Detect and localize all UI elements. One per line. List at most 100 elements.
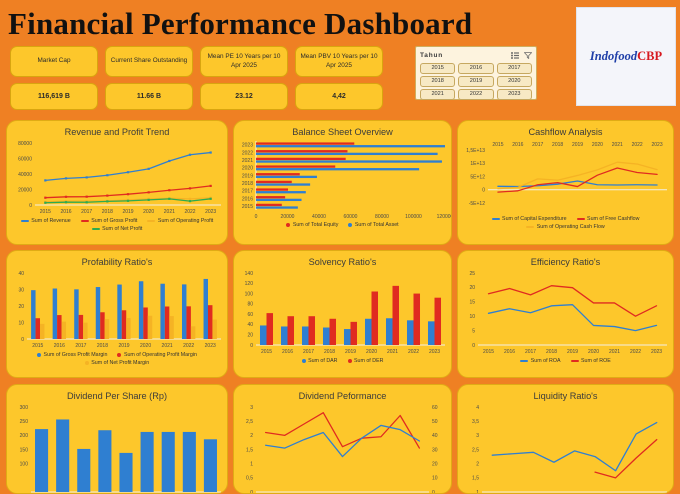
svg-text:1E+13: 1E+13 (470, 161, 485, 167)
svg-text:25: 25 (469, 271, 475, 277)
multi-select-icon[interactable] (511, 51, 519, 59)
svg-text:2016: 2016 (282, 349, 293, 355)
chart-plot-area: 0 20000 40000 60000 80000 2015 2016 2017 2018 201… (7, 138, 227, 218)
kpi-card-mean-pe[interactable]: Mean PE 10 Years per 10 Apr 2025 23.12 (200, 46, 288, 110)
legend-swatch (570, 360, 579, 362)
slicer-year-2015[interactable]: 2015 (420, 63, 456, 74)
slicer-year-2017[interactable]: 2017 (496, 63, 532, 74)
svg-text:5: 5 (472, 328, 475, 334)
slicer-year-2019[interactable]: 2019 (458, 76, 494, 87)
chart-panel-dividend-performance[interactable]: Dividend Peformance 0 0,5 1 1,5 2 2,5 3 0 10 20 30… (233, 384, 452, 494)
legend-label: Sum of Operating Cash Flow (536, 224, 605, 230)
svg-text:150: 150 (20, 447, 29, 453)
legend-label: Sum of ROA (530, 358, 561, 364)
svg-text:1: 1 (476, 490, 479, 494)
svg-text:20000: 20000 (281, 214, 295, 220)
legend-item: Sum of Revenue (20, 218, 71, 224)
legend-label: Sum of Net Profit (102, 226, 143, 232)
chart-panel-dividend-per-share[interactable]: Dividend Per Share (Rp) 1001502002503002… (6, 384, 228, 494)
svg-text:2019: 2019 (345, 349, 356, 355)
chart-title: Efficiency Ratio's (530, 257, 601, 267)
legend-label: Sum of DAR (308, 358, 338, 364)
legend-label: Sum of Total Equity (292, 222, 339, 228)
chart-panel-efficiency-ratios[interactable]: Efficiency Ratio's 0 5 10 15 20 25 2015 2016 201… (457, 250, 674, 378)
chart-panel-liquidity-ratios[interactable]: Liquidity Ratio's 11,522,533,54201520162… (457, 384, 674, 494)
svg-text:-5E+12: -5E+12 (469, 201, 485, 207)
chart-panel-solvency-ratios[interactable]: Solvency Ratio's 0 20 40 60 80 100 120 140 2015 2… (233, 250, 452, 378)
svg-text:20000: 20000 (18, 187, 32, 193)
svg-text:2022: 2022 (184, 209, 195, 215)
slicer-year-2023[interactable]: 2023 (496, 89, 532, 100)
svg-text:2017: 2017 (525, 349, 536, 355)
svg-text:2020: 2020 (592, 142, 603, 148)
svg-text:10: 10 (432, 476, 438, 482)
slicer-year-2021[interactable]: 2021 (420, 89, 456, 100)
svg-text:2017: 2017 (75, 343, 86, 349)
svg-text:60: 60 (247, 312, 253, 318)
legend-swatch (348, 223, 353, 227)
svg-text:2023: 2023 (651, 349, 662, 355)
svg-text:2015: 2015 (492, 142, 503, 148)
svg-text:2023: 2023 (429, 349, 440, 355)
kpi-caption: Market Cap (10, 46, 98, 77)
svg-text:1,5: 1,5 (472, 476, 479, 482)
svg-text:2019: 2019 (567, 349, 578, 355)
year-slicer[interactable]: Tahun 2015 2016 2017 2018 2019 2020 2021… (415, 46, 537, 100)
slicer-icon-group (511, 51, 532, 59)
svg-text:20: 20 (432, 461, 438, 467)
svg-text:0: 0 (255, 214, 258, 220)
kpi-value: 116,619 B (10, 83, 98, 110)
legend-item: Sum of DAR (301, 358, 338, 364)
legend-swatch (80, 220, 89, 222)
svg-text:2019: 2019 (118, 343, 129, 349)
svg-text:2021: 2021 (387, 349, 398, 355)
legend-item: Sum of Net Profit Margin (84, 360, 149, 366)
kpi-card-share-outstanding[interactable]: Current Share Outstanding 11.66 B (105, 46, 193, 110)
svg-text:15: 15 (469, 300, 475, 306)
kpi-card-market-cap[interactable]: Market Cap 116,619 B (10, 46, 98, 110)
svg-text:40: 40 (247, 322, 253, 328)
slicer-year-2020[interactable]: 2020 (496, 76, 532, 87)
svg-text:2018: 2018 (242, 181, 253, 187)
chart-title: Solvency Ratio's (308, 257, 377, 267)
chart-panel-revenue-profit-trend[interactable]: Revenue and Profit Trend 0 20000 40000 6000… (6, 120, 228, 245)
legend-item: Sum of Capital Expenditure (491, 216, 567, 222)
legend-label: Sum of Total Asset (354, 222, 399, 228)
chart-title: Revenue and Profit Trend (64, 127, 170, 137)
svg-text:2017: 2017 (81, 209, 92, 215)
svg-text:2023: 2023 (205, 209, 216, 215)
svg-text:0: 0 (472, 343, 475, 349)
slicer-year-2018[interactable]: 2018 (420, 76, 456, 87)
kpi-card-mean-pbv[interactable]: Mean PBV 10 Years per 10 Apr 2025 4,42 (295, 46, 383, 110)
svg-text:0: 0 (250, 490, 253, 494)
svg-text:2016: 2016 (504, 349, 515, 355)
chart-panel-balance-sheet-overview[interactable]: Balance Sheet Overview 0 20000 40000 60000 8… (233, 120, 452, 245)
legend-swatch (520, 360, 529, 362)
legend-swatch (20, 220, 29, 222)
svg-text:3,5: 3,5 (472, 419, 479, 425)
legend-swatch (526, 226, 535, 228)
svg-text:2020: 2020 (140, 343, 151, 349)
svg-text:2: 2 (250, 433, 253, 439)
svg-text:2021: 2021 (162, 343, 173, 349)
legend-label: Sum of Operating Profit (157, 218, 214, 224)
svg-text:60: 60 (432, 405, 438, 411)
svg-text:40000: 40000 (312, 214, 326, 220)
svg-text:1,5E+13: 1,5E+13 (466, 148, 485, 154)
svg-text:60000: 60000 (18, 156, 32, 162)
chart-panel-profitability-ratios[interactable]: Profability Ratio's 0 10 20 30 40 2015 2016 201… (6, 250, 228, 378)
chart-legend: Sum of Total Equity Sum of Total Asset (234, 222, 451, 228)
svg-text:2015: 2015 (261, 349, 272, 355)
slicer-year-2022[interactable]: 2022 (458, 89, 494, 100)
chart-plot-area: 0 10 20 30 40 2015 2016 2017 2018 2019 2020 2021 202… (7, 268, 227, 352)
legend-item: Sum of ROE (570, 358, 611, 364)
svg-text:2019: 2019 (572, 142, 583, 148)
kpi-value: 23.12 (200, 83, 288, 110)
slicer-year-2016[interactable]: 2016 (458, 63, 494, 74)
chart-title: Liquidity Ratio's (533, 391, 598, 401)
chart-plot-area: 00,511,522,53010203040506020152016201720… (234, 402, 451, 494)
filter-icon[interactable] (524, 51, 532, 59)
chart-title: Balance Sheet Overview (292, 127, 393, 137)
svg-text:3: 3 (250, 405, 253, 411)
chart-panel-cashflow-analysis[interactable]: Cashflow Analysis -5E+12 0 5E+12 1E+13 1,5E+… (457, 120, 674, 245)
